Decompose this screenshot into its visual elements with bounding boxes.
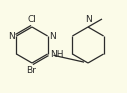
Text: N: N (50, 32, 56, 40)
Text: N: N (85, 15, 91, 24)
Text: N: N (8, 32, 14, 40)
Text: Br: Br (26, 66, 36, 75)
Text: Cl: Cl (28, 15, 36, 24)
Text: NH: NH (51, 49, 64, 58)
